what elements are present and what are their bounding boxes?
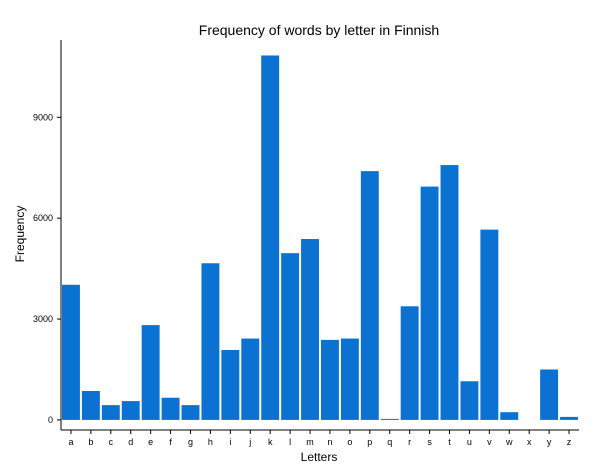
bar-r: [400, 306, 419, 420]
x-tick-label-g: g: [188, 437, 193, 447]
x-axis-label: Letters: [301, 450, 338, 464]
x-tick-label-q: q: [387, 437, 392, 447]
bar-c: [101, 405, 120, 420]
bar-f: [161, 397, 180, 420]
bar-h: [201, 263, 220, 420]
bar-j: [241, 338, 260, 420]
x-tick-label-y: y: [547, 437, 552, 447]
y-tick-label-0: 0: [48, 415, 53, 425]
bar-b: [81, 391, 100, 420]
bar-p: [360, 171, 379, 420]
bar-m: [301, 239, 319, 420]
bar-w: [500, 412, 519, 420]
x-axis-ticks: a b c d e f g h i j k l m n o p q r s t u v w x y z: [68, 430, 572, 447]
bar-k: [261, 55, 280, 420]
bar-z: [560, 416, 578, 420]
y-tick-label-6000: 6000: [33, 213, 53, 223]
bar-u: [460, 381, 479, 420]
y-axis-label: Frequency: [13, 206, 27, 263]
x-tick-label-z: z: [567, 437, 572, 447]
x-tick-label-a: a: [68, 437, 73, 447]
x-tick-label-e: e: [148, 437, 153, 447]
x-tick-label-u: u: [467, 437, 472, 447]
x-tick-label-j: j: [248, 437, 251, 447]
x-tick-label-w: w: [505, 437, 513, 447]
x-tick-label-b: b: [88, 437, 93, 447]
bar-n: [321, 339, 339, 420]
bar-t: [440, 165, 459, 420]
chart-title: Frequency of words by letter in Finnish: [199, 22, 439, 38]
bar-l: [281, 253, 300, 420]
bar-i: [221, 349, 240, 420]
bar-y: [540, 369, 559, 420]
x-tick-label-i: i: [229, 437, 231, 447]
x-tick-label-t: t: [448, 437, 451, 447]
x-tick-label-m: m: [306, 437, 314, 447]
x-tick-label-p: p: [367, 437, 372, 447]
bar-g: [181, 405, 200, 420]
bar-s: [420, 186, 439, 420]
bars-group: [62, 55, 578, 420]
x-tick-label-c: c: [109, 437, 114, 447]
y-axis-ticks: 0 3000 6000 9000: [33, 112, 61, 425]
bar-d: [121, 401, 140, 420]
x-tick-label-l: l: [289, 437, 291, 447]
x-tick-label-k: k: [268, 437, 273, 447]
y-tick-label-9000: 9000: [33, 112, 53, 122]
x-tick-label-r: r: [408, 437, 411, 447]
x-tick-label-v: v: [487, 437, 492, 447]
bar-e: [141, 325, 160, 420]
x-tick-label-x: x: [527, 437, 532, 447]
bar-a: [62, 284, 80, 420]
bar-o: [340, 338, 359, 420]
x-tick-label-d: d: [128, 437, 133, 447]
x-tick-label-s: s: [427, 437, 432, 447]
x-tick-label-f: f: [169, 437, 172, 447]
bar-v: [480, 229, 499, 420]
y-tick-label-3000: 3000: [33, 314, 53, 324]
x-tick-label-h: h: [208, 437, 213, 447]
bar-q: [380, 418, 399, 420]
x-tick-label-o: o: [347, 437, 352, 447]
x-tick-label-n: n: [327, 437, 332, 447]
